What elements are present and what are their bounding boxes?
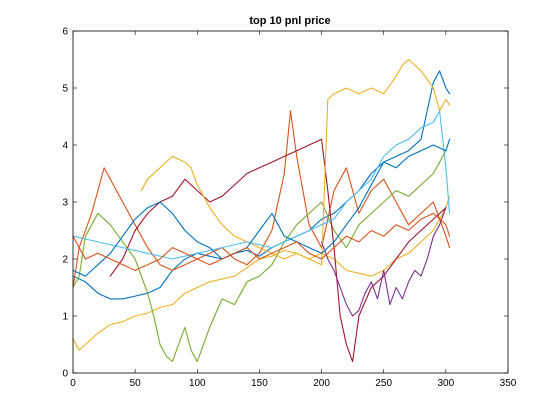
y-tick-label: 3	[62, 198, 68, 209]
x-tick-label: 150	[251, 378, 268, 389]
y-tick-label: 6	[62, 27, 68, 38]
x-tick-label: 300	[438, 378, 455, 389]
series-line-3	[72, 110, 451, 289]
x-tick-label: 50	[130, 378, 142, 389]
series-line-4	[72, 150, 447, 363]
x-tick-label: 100	[189, 378, 206, 389]
y-tick-label: 5	[62, 84, 68, 95]
series-line-10	[72, 212, 451, 271]
series-line-5	[109, 138, 447, 363]
series-line-1	[72, 195, 451, 351]
y-tick-label: 1	[62, 312, 68, 323]
x-tick-label: 350	[500, 378, 517, 389]
series-line-8	[321, 207, 447, 317]
y-tick-label: 4	[62, 141, 68, 152]
x-tick-label: 0	[70, 378, 76, 389]
x-tick-label: 250	[375, 378, 392, 389]
y-tick-label: 0	[62, 369, 68, 380]
axes-frame	[72, 30, 509, 374]
series-line-6	[140, 58, 451, 266]
series-line-9	[72, 138, 451, 277]
x-tick-label: 200	[313, 378, 330, 389]
y-tick-label: 2	[62, 255, 68, 266]
plot-area	[72, 58, 451, 363]
axes: 0 50 100 150 200 250 300 350 0 1 2 3 4 5 6	[62, 27, 516, 390]
chart-title: top 10 pnl price	[249, 15, 330, 27]
series-line-2	[72, 70, 451, 300]
series-line-7	[72, 110, 451, 260]
